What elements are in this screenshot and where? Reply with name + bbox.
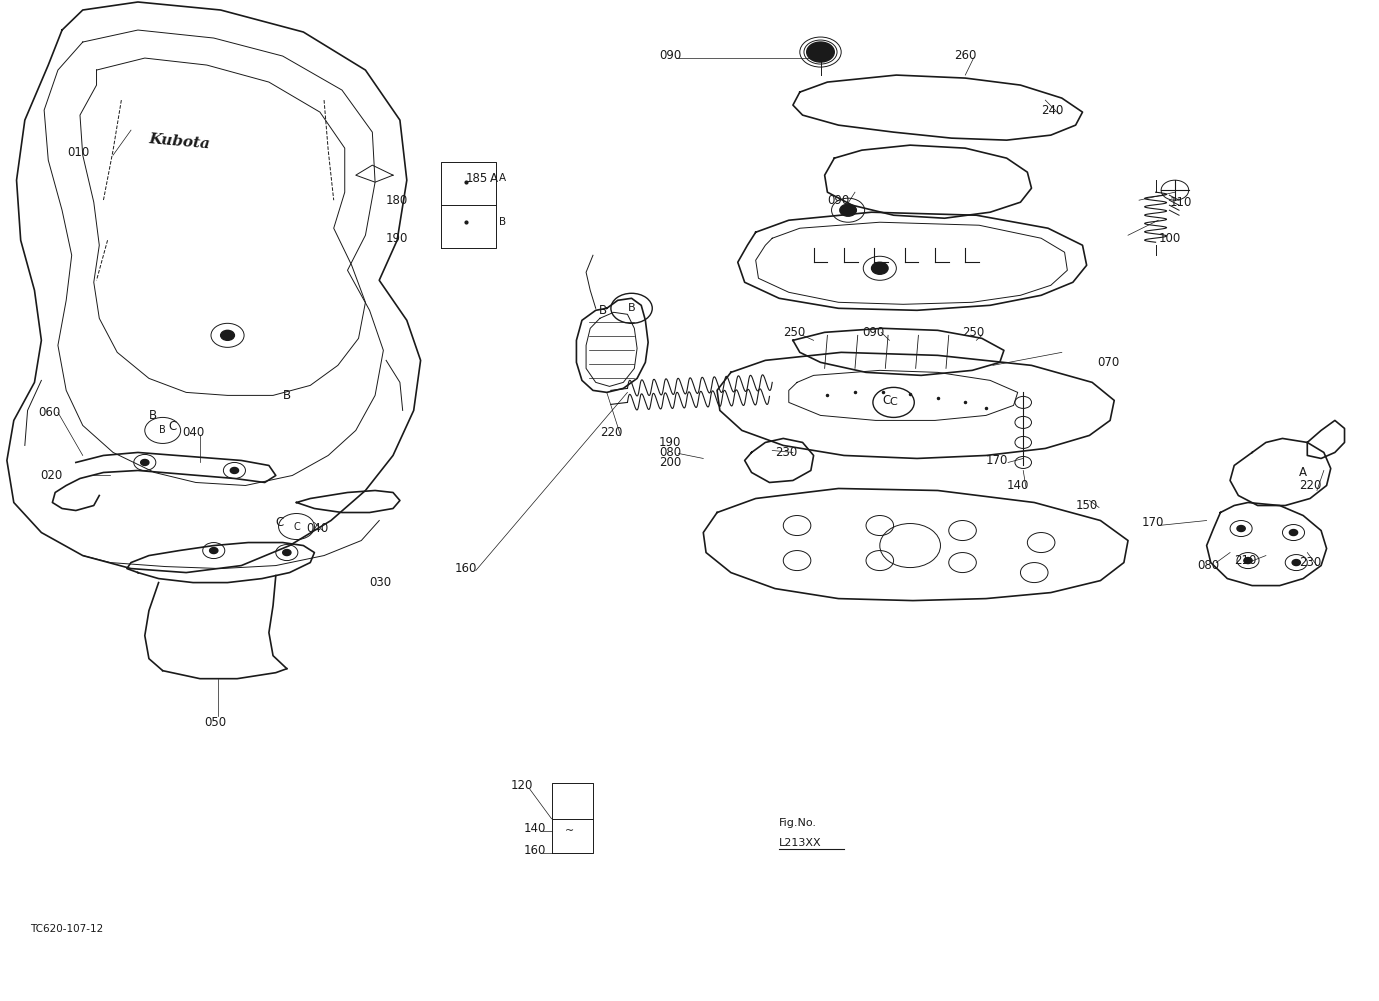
Circle shape (1237, 526, 1245, 532)
Text: 150: 150 (1076, 499, 1098, 512)
Text: C: C (883, 394, 891, 406)
Text: 090: 090 (827, 194, 849, 206)
Text: Fig.No.: Fig.No. (779, 818, 818, 828)
Text: 010: 010 (68, 146, 90, 158)
Text: 220: 220 (600, 426, 622, 438)
Text: B: B (627, 303, 636, 313)
Text: 180: 180 (386, 194, 408, 206)
Text: 040: 040 (306, 523, 328, 535)
Text: 070: 070 (1098, 356, 1120, 368)
Text: A: A (1299, 466, 1307, 478)
Circle shape (1289, 530, 1298, 536)
Text: B: B (149, 409, 157, 421)
Text: ~: ~ (565, 826, 574, 836)
Text: A: A (490, 172, 498, 184)
Text: 190: 190 (659, 436, 681, 448)
Text: B: B (283, 389, 291, 401)
Text: 110: 110 (1169, 196, 1191, 208)
Text: 170: 170 (1142, 517, 1164, 529)
Circle shape (141, 459, 149, 465)
Text: 120: 120 (510, 780, 532, 792)
Text: 210: 210 (1234, 555, 1256, 567)
Text: 090: 090 (862, 326, 884, 338)
Text: 160: 160 (455, 563, 477, 575)
Circle shape (210, 548, 218, 554)
Circle shape (221, 330, 234, 340)
Text: 080: 080 (1197, 560, 1219, 572)
Circle shape (230, 467, 239, 473)
Text: B: B (160, 425, 165, 435)
Text: 250: 250 (783, 326, 805, 338)
Text: L213XX: L213XX (779, 838, 822, 848)
Text: TC620-107-12: TC620-107-12 (30, 924, 103, 934)
Text: 060: 060 (39, 406, 61, 418)
Text: 080: 080 (659, 446, 681, 458)
Text: 030: 030 (370, 577, 392, 589)
Text: 140: 140 (524, 823, 546, 835)
Circle shape (807, 42, 834, 62)
Text: 250: 250 (963, 326, 985, 338)
Text: C: C (889, 397, 898, 407)
Text: 220: 220 (1299, 479, 1321, 491)
Text: 230: 230 (775, 446, 797, 458)
Circle shape (1292, 560, 1300, 566)
Text: 190: 190 (386, 232, 408, 244)
Text: 140: 140 (1007, 479, 1029, 491)
Text: C: C (294, 522, 299, 532)
Circle shape (812, 46, 829, 58)
Text: 240: 240 (1041, 104, 1063, 116)
Text: 230: 230 (1299, 557, 1321, 569)
Circle shape (1244, 558, 1252, 564)
Text: A: A (499, 173, 506, 183)
Text: 170: 170 (986, 454, 1008, 466)
Text: 185: 185 (466, 172, 488, 184)
Text: Kubota: Kubota (148, 132, 211, 152)
Text: C: C (276, 517, 284, 529)
Circle shape (872, 262, 888, 274)
Circle shape (840, 204, 856, 216)
Circle shape (283, 550, 291, 556)
Text: 040: 040 (182, 426, 204, 438)
Text: 050: 050 (204, 717, 226, 729)
Text: 260: 260 (954, 49, 976, 61)
Text: B: B (499, 217, 506, 227)
Text: 200: 200 (659, 456, 681, 468)
Text: B: B (598, 304, 607, 316)
Text: 100: 100 (1158, 232, 1180, 244)
Text: 160: 160 (524, 845, 546, 857)
Text: 020: 020 (40, 469, 62, 481)
Text: C: C (168, 420, 177, 432)
Text: 090: 090 (659, 49, 681, 61)
